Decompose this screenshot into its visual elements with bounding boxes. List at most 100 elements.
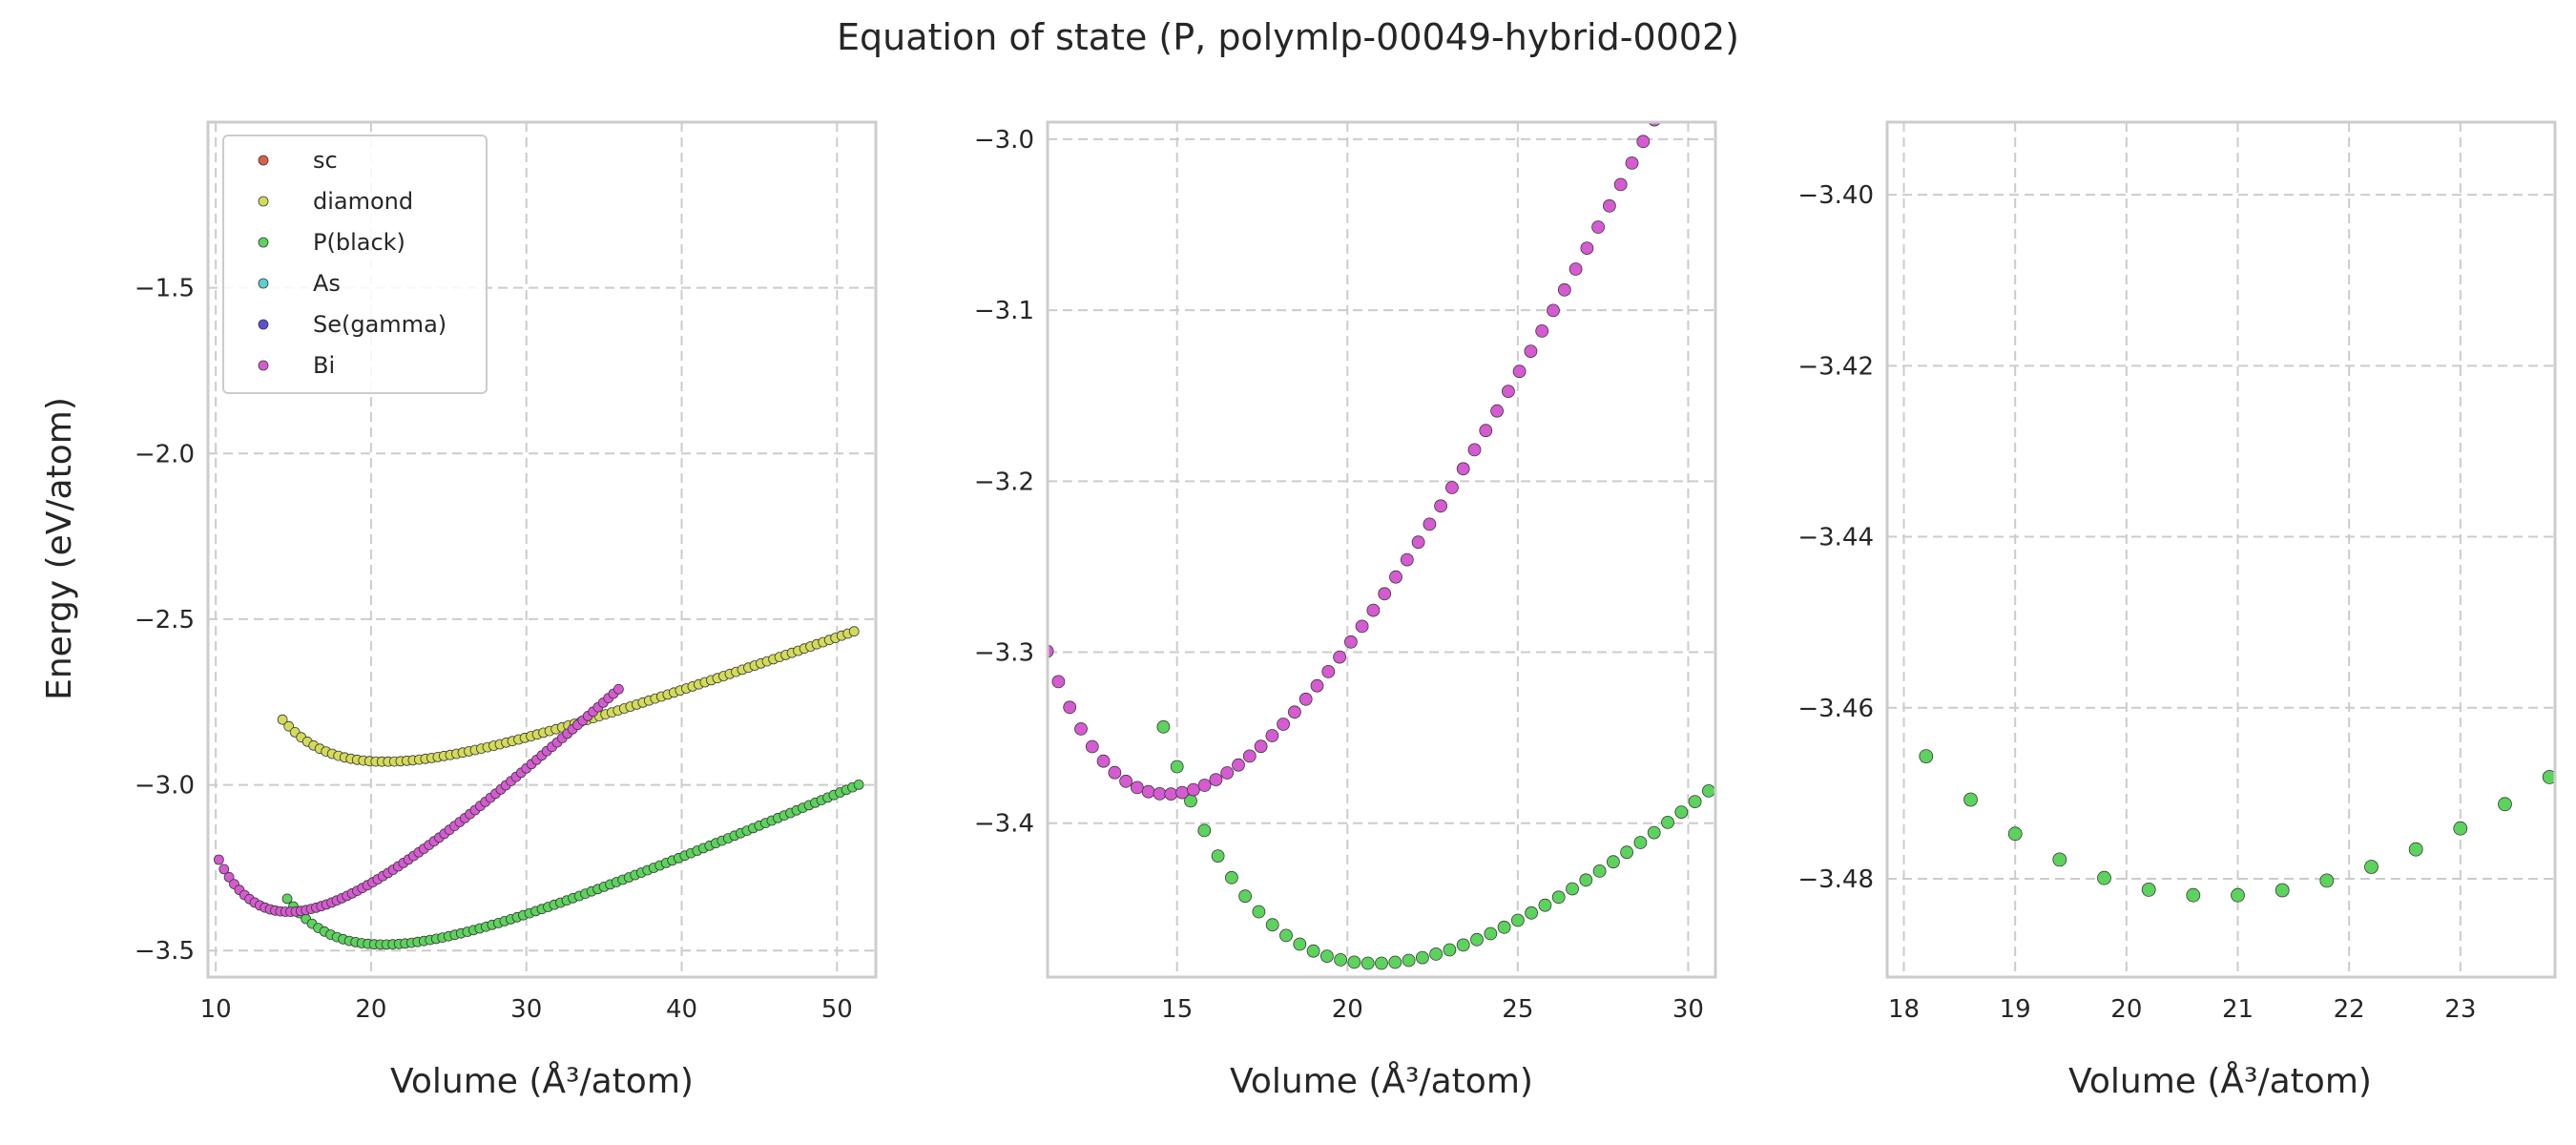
y-tick-label: −3.1 xyxy=(974,297,1034,325)
y-axis-label: Energy (eV/atom) xyxy=(40,397,79,700)
data-point-bi xyxy=(1490,404,1504,418)
data-point-p-black- xyxy=(2097,870,2111,885)
x-tick-label: 30 xyxy=(510,995,542,1024)
data-point-bi xyxy=(1220,766,1235,780)
data-point-bi xyxy=(1074,722,1088,736)
data-point-bi xyxy=(1671,70,1683,82)
data-point-p-black- xyxy=(1674,805,1689,819)
data-point-bi xyxy=(1613,177,1628,192)
data-point-bi xyxy=(1232,758,1245,772)
x-tick-label: 22 xyxy=(2334,995,2365,1024)
x-tick-label: 23 xyxy=(2444,995,2476,1024)
data-point-bi xyxy=(1603,198,1616,213)
data-point-p-black- xyxy=(1688,795,1702,808)
data-point-p-black- xyxy=(2007,826,2023,842)
legend-marker xyxy=(258,360,269,371)
data-point-bi xyxy=(1467,443,1482,457)
y-tick-label: −3.48 xyxy=(1797,865,1874,894)
data-point-p-black- xyxy=(2141,883,2156,897)
x-tick-label: 10 xyxy=(200,995,232,1024)
plot-area xyxy=(1887,122,2555,977)
data-point-bi xyxy=(1298,692,1313,706)
data-point-bi xyxy=(1591,220,1605,234)
data-points xyxy=(1029,70,1715,970)
legend-label: As xyxy=(313,270,341,297)
data-point-bi xyxy=(1636,135,1651,149)
legend-label: P(black) xyxy=(313,229,405,256)
data-point-bi xyxy=(1344,635,1358,649)
data-point-p-black- xyxy=(1320,949,1334,963)
data-point-bi xyxy=(1524,344,1538,359)
data-point-p-black- xyxy=(1456,938,1470,952)
data-point-bi xyxy=(1547,303,1560,318)
data-point-bi xyxy=(1029,610,1042,622)
data-point-p-black- xyxy=(1607,855,1620,869)
data-point-p-black- xyxy=(2186,887,2201,903)
x-tick-label: 18 xyxy=(1888,995,1920,1024)
data-point-p-black- xyxy=(1402,953,1416,968)
data-point-p-black- xyxy=(1511,913,1525,927)
data-point-bi xyxy=(1568,262,1583,276)
legend-marker xyxy=(258,196,269,207)
plot-panel-zoom-black-phosphorus: 18 19 20 21 22 23 −3.48 −3.46 −3.44 −3.42 −3.40 xyxy=(1797,120,2557,1024)
data-point-p-black- xyxy=(2231,887,2245,903)
data-point-bi xyxy=(1557,282,1571,297)
data-point-p-black- xyxy=(281,893,293,905)
data-point-bi xyxy=(1197,779,1212,792)
y-tick-label: −1.5 xyxy=(135,275,195,303)
data-point-p-black- xyxy=(1661,816,1674,829)
data-point-bi xyxy=(1131,781,1144,795)
data-point-bi xyxy=(1277,718,1290,731)
data-point-p-black- xyxy=(1647,825,1661,840)
x-tick-label: 20 xyxy=(355,995,386,1024)
data-point-p-black- xyxy=(1919,749,1934,763)
data-point-p-black- xyxy=(1470,932,1484,947)
data-point-bi xyxy=(1119,774,1132,788)
data-point-p-black- xyxy=(2498,797,2512,812)
data-point-p-black- xyxy=(1963,792,1978,807)
data-point-p-black- xyxy=(1579,873,1593,887)
data-point-p-black- xyxy=(1702,784,1715,798)
data-point-p-black- xyxy=(1484,926,1498,941)
legend-label: diamond xyxy=(313,188,413,215)
data-point-bi xyxy=(1378,587,1392,601)
y-tick-label: −2.5 xyxy=(135,606,195,635)
data-point-p-black- xyxy=(2052,852,2067,867)
data-point-bi xyxy=(1625,156,1639,170)
data-point-bi xyxy=(1254,739,1268,754)
data-point-p-black- xyxy=(1156,719,1171,734)
data-point-p-black- xyxy=(1197,823,1212,838)
data-point-p-black- xyxy=(1252,905,1266,919)
x-tick-label: 50 xyxy=(821,995,853,1024)
data-point-bi xyxy=(1265,729,1279,742)
data-point-bi xyxy=(1580,241,1594,256)
data-point-bi xyxy=(223,871,235,883)
legend-marker xyxy=(258,237,269,248)
data-point-bi xyxy=(1096,754,1111,768)
x-axis-label-3: Volume (Å³/atom) xyxy=(2068,1060,2372,1101)
plot-frame xyxy=(1885,120,2557,979)
y-tick-label: −3.3 xyxy=(974,639,1034,668)
y-tick-label: −3.0 xyxy=(135,772,195,801)
data-point-bi xyxy=(1085,739,1099,754)
x-tick-label: 40 xyxy=(666,995,697,1024)
data-point-bi xyxy=(1400,552,1414,567)
data-point-p-black- xyxy=(1416,950,1429,965)
x-tick-label: 30 xyxy=(1672,995,1704,1024)
data-point-bi xyxy=(1288,705,1301,719)
data-point-diamond xyxy=(283,720,295,732)
data-point-p-black- xyxy=(1620,845,1633,860)
data-point-p-black- xyxy=(1238,889,1252,904)
y-tick-label: −3.4 xyxy=(974,810,1034,839)
x-tick-label: 15 xyxy=(1161,995,1193,1024)
x-axis-label-1: Volume (Å³/atom) xyxy=(390,1060,694,1101)
x-axis-label-2: Volume (Å³/atom) xyxy=(1230,1060,1533,1101)
data-point-bi xyxy=(1333,650,1346,664)
data-point-bi xyxy=(1366,603,1381,617)
data-point-bi xyxy=(1389,570,1402,584)
data-point-p-black- xyxy=(1551,890,1566,905)
figure-title: Equation of state (P, polymlp-00049-hybr… xyxy=(837,16,1739,58)
data-point-diamond xyxy=(848,626,860,637)
y-tick-label: −2.0 xyxy=(135,440,195,468)
